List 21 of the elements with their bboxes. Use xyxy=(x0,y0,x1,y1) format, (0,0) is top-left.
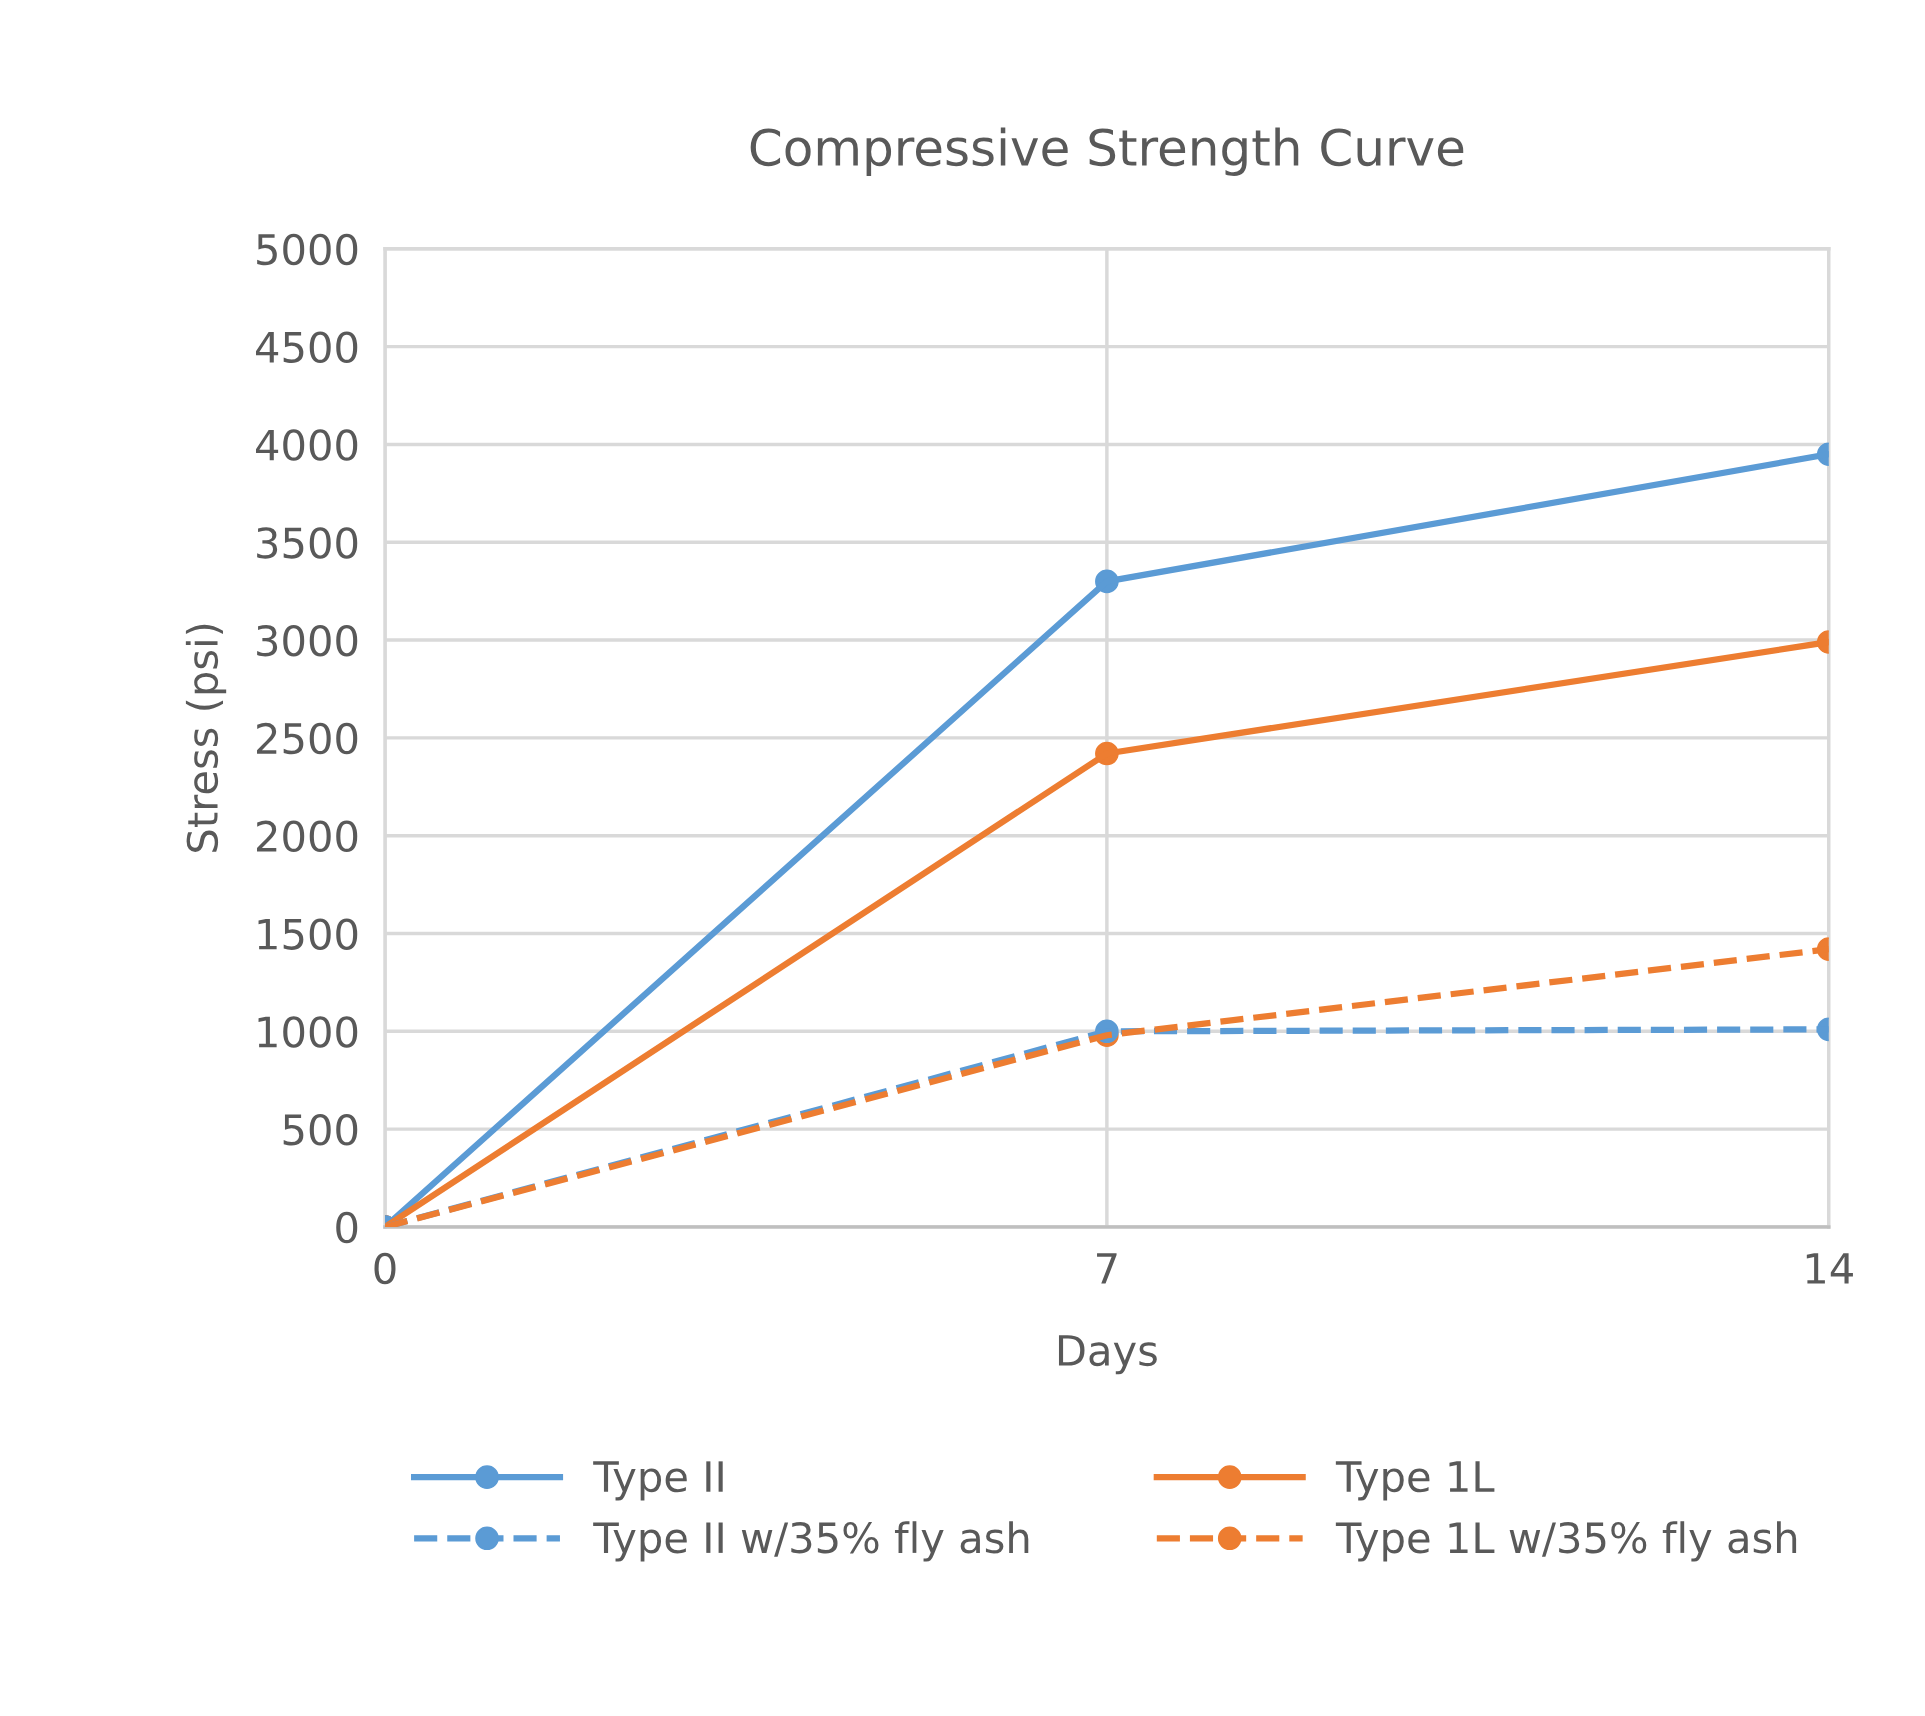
legend-label: Type 1L xyxy=(1335,1461,1495,1501)
y-tick-label: 4000 xyxy=(256,429,358,461)
y-tick-label: 1000 xyxy=(258,1016,358,1048)
y-tick-label: 500 xyxy=(283,1114,358,1146)
legend-label: Type II w/35% fly ash xyxy=(593,1521,1029,1562)
y-tick-label: 5000 xyxy=(257,233,358,266)
x-tick-label: 0 xyxy=(374,1252,396,1285)
x-tick-label: 7 xyxy=(1097,1253,1117,1284)
legend-label: Type II xyxy=(593,1461,723,1501)
y-tick-label: 4500 xyxy=(256,331,358,364)
y-tick-label: 0 xyxy=(336,1211,358,1244)
legend-label: Type 1L w/35% fly ash xyxy=(1335,1521,1797,1562)
x-axis-title: Days xyxy=(1058,1335,1157,1375)
chart-title: Compressive Strength Curve xyxy=(750,127,1464,176)
x-tick-label: 14 xyxy=(1806,1253,1853,1284)
y-tick-label: 2000 xyxy=(257,820,358,853)
y-tick-label: 2500 xyxy=(257,722,358,755)
y-tick-label: 1500 xyxy=(258,918,358,950)
y-axis-title: Stress (psi) xyxy=(185,624,227,852)
y-tick-label: 3500 xyxy=(257,527,358,559)
y-tick-label: 3000 xyxy=(257,624,358,657)
